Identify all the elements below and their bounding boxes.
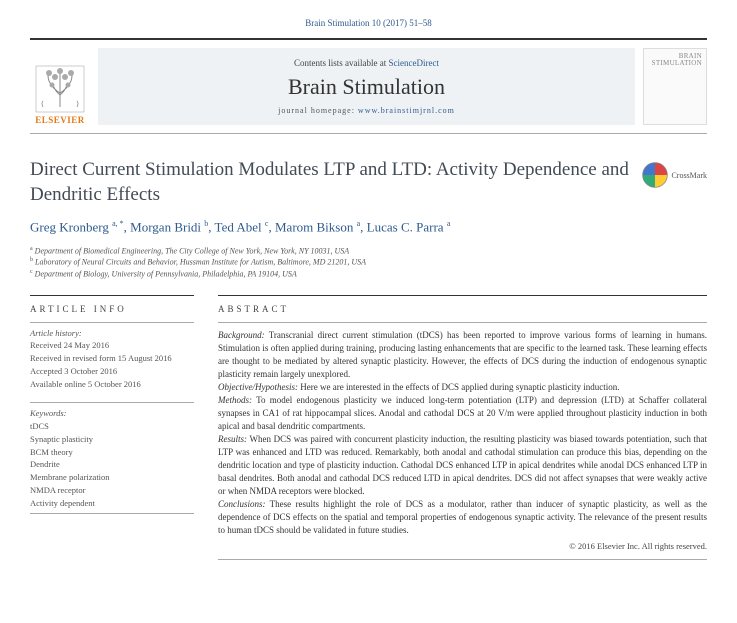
journal-cover: BRAIN STIMULATION xyxy=(643,48,707,125)
keyword: Synaptic plasticity xyxy=(30,433,194,446)
author-list: Greg Kronberg a, *, Morgan Bridi b, Ted … xyxy=(30,219,707,235)
abstract-column: ABSTRACT Background: Transcranial direct… xyxy=(218,295,707,560)
keyword: BCM theory xyxy=(30,446,194,459)
history-line: Available online 5 October 2016 xyxy=(30,378,194,391)
affiliation: c Department of Biology, University of P… xyxy=(30,269,707,279)
copyright-line: © 2016 Elsevier Inc. All rights reserved… xyxy=(218,540,707,552)
publisher-name: ELSEVIER xyxy=(35,115,85,125)
article-title: Direct Current Stimulation Modulates LTP… xyxy=(30,158,632,207)
crossmark-icon xyxy=(642,162,668,188)
article-history: Article history: Received 24 May 2016Rec… xyxy=(30,322,194,391)
crossmark-badge[interactable]: CrossMark xyxy=(642,162,707,188)
keyword: NMDA receptor xyxy=(30,484,194,497)
homepage-link[interactable]: www.brainstimjrnl.com xyxy=(358,106,455,115)
elsevier-tree-icon xyxy=(35,65,85,113)
keyword: Membrane polarization xyxy=(30,471,194,484)
journal-header: ELSEVIER Contents lists available at Sci… xyxy=(30,38,707,134)
citation-line: Brain Stimulation 10 (2017) 51–58 xyxy=(30,18,707,28)
keyword: Dendrite xyxy=(30,458,194,471)
header-center: Contents lists available at ScienceDirec… xyxy=(98,48,635,125)
publisher-logo: ELSEVIER xyxy=(30,48,90,125)
affiliations: a Department of Biomedical Engineering, … xyxy=(30,246,707,279)
contents-available: Contents lists available at ScienceDirec… xyxy=(294,58,439,68)
abstract-text: Background: Transcranial direct current … xyxy=(218,322,707,560)
keywords-block: Keywords: tDCSSynaptic plasticityBCM the… xyxy=(30,402,194,514)
history-line: Accepted 3 October 2016 xyxy=(30,365,194,378)
article-info-column: ARTICLE INFO Article history: Received 2… xyxy=(30,295,194,560)
article-info-heading: ARTICLE INFO xyxy=(30,295,194,314)
keyword: Activity dependent xyxy=(30,497,194,510)
crossmark-label: CrossMark xyxy=(671,171,707,180)
sciencedirect-link[interactable]: ScienceDirect xyxy=(389,58,439,68)
journal-homepage: journal homepage: www.brainstimjrnl.com xyxy=(278,106,455,115)
history-line: Received 24 May 2016 xyxy=(30,339,194,352)
abstract-heading: ABSTRACT xyxy=(218,295,707,314)
affiliation: b Laboratory of Neural Circuits and Beha… xyxy=(30,257,707,267)
keyword: tDCS xyxy=(30,420,194,433)
journal-name: Brain Stimulation xyxy=(288,74,445,100)
affiliation: a Department of Biomedical Engineering, … xyxy=(30,246,707,256)
history-line: Received in revised form 15 August 2016 xyxy=(30,352,194,365)
